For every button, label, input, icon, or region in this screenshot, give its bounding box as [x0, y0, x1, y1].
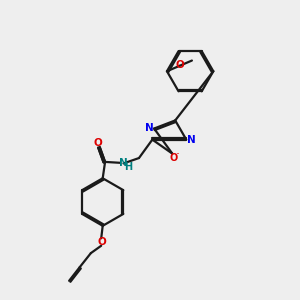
- Text: N: N: [145, 123, 154, 133]
- Text: O: O: [94, 138, 102, 148]
- Text: O: O: [170, 153, 178, 163]
- Text: O: O: [97, 238, 106, 248]
- Text: N: N: [187, 135, 195, 145]
- Text: ·: ·: [176, 148, 180, 161]
- Text: O: O: [176, 60, 185, 70]
- Text: H: H: [124, 162, 132, 172]
- Text: N: N: [119, 158, 128, 168]
